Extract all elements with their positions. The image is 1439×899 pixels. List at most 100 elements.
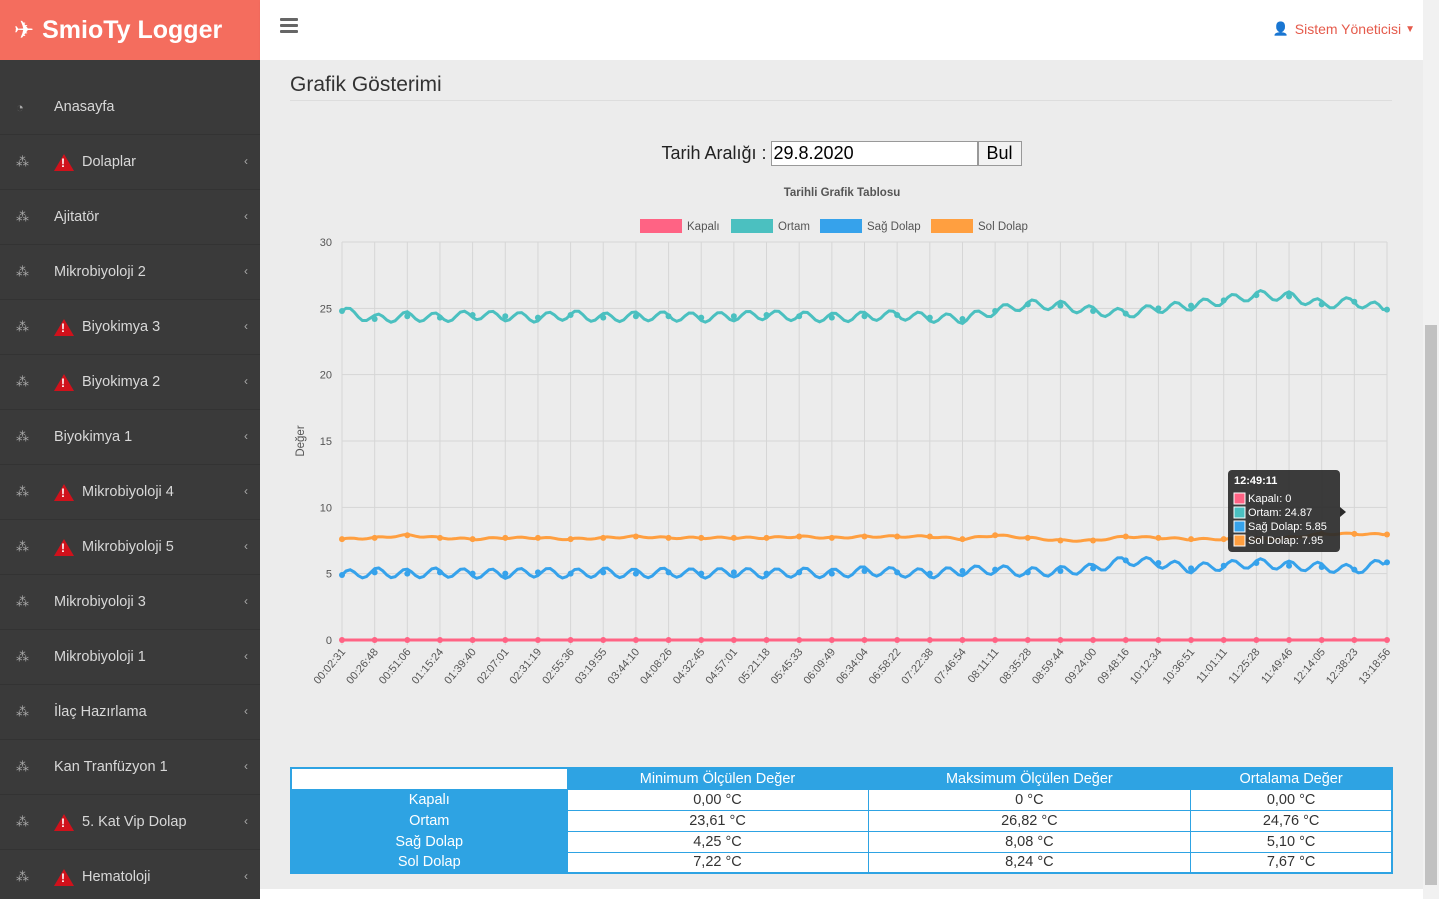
tooltip-box: [1228, 470, 1340, 552]
tooltip-arrow: [1340, 507, 1346, 517]
x-tick-label: 11:49:46: [1259, 646, 1295, 686]
search-button[interactable]: Bul: [977, 141, 1022, 166]
x-tick-label: 11:01:11: [1194, 646, 1230, 685]
table-cell-name: Sağ Dolap: [290, 830, 568, 853]
data-point: [1057, 302, 1064, 309]
sidebar-menu: ◔ Anasayfa ⁂ Dolaplar ‹ ⁂ Ajitatör ‹ ⁂ Mikrobiyol…: [0, 80, 260, 899]
data-point: [567, 570, 574, 577]
data-point: [992, 566, 999, 573]
data-point: [730, 534, 737, 541]
alert-icon: [54, 483, 74, 501]
data-point: [894, 637, 901, 643]
sitemap-icon: ⁂: [16, 759, 29, 774]
chevron-left-icon: ‹: [244, 649, 248, 663]
data-point: [600, 314, 607, 321]
user-menu[interactable]: 👤 Sistem Yöneticisi ▼: [1273, 21, 1415, 37]
x-tick-label: 05:21:18: [736, 646, 773, 687]
data-point: [959, 536, 966, 543]
sidebar-item[interactable]: ⁂ Ajitatör ‹: [0, 190, 260, 245]
sidebar-item[interactable]: ⁂ Hematoloji ‹: [0, 850, 260, 899]
data-point: [665, 637, 672, 643]
data-point: [763, 637, 770, 643]
sidebar-item[interactable]: ⁂ İlaç Hazırlama ‹: [0, 685, 260, 740]
data-point: [371, 315, 378, 322]
data-point: [1220, 297, 1227, 304]
table-cell-max: 8,24 °C: [867, 851, 1192, 874]
date-input[interactable]: [770, 141, 978, 166]
sidebar-item[interactable]: ⁂ Biyokimya 1 ‹: [0, 410, 260, 465]
menu-toggle-icon[interactable]: [280, 18, 298, 34]
data-point: [796, 569, 803, 576]
sidebar-item[interactable]: ⁂ Dolaplar ‹: [0, 135, 260, 190]
legend-label: Sol Dolap: [978, 221, 1028, 233]
data-point: [1351, 530, 1358, 537]
x-tick-label: 10:12:34: [1128, 646, 1165, 687]
data-point: [632, 637, 639, 643]
data-point: [992, 637, 999, 643]
data-point: [1122, 310, 1129, 317]
data-point: [469, 570, 476, 577]
sidebar-item-label: Anasayfa: [54, 99, 115, 115]
data-point: [1057, 537, 1064, 544]
x-tick-label: 04:57:01: [703, 646, 740, 687]
sidebar-item[interactable]: ◔ Anasayfa: [0, 80, 260, 135]
table-row: Sol Dolap 7,22 °C 8,24 °C 7,67 °C: [290, 851, 1393, 874]
table-row: Kapalı 0,00 °C 0 °C 0,00 °C: [290, 788, 1393, 811]
table-cell-max: 26,82 °C: [867, 809, 1192, 832]
data-point: [959, 637, 966, 643]
x-tick-label: 08:59:44: [1030, 646, 1067, 687]
table-cell-name: Kapalı: [290, 788, 568, 811]
data-point: [404, 532, 411, 539]
series-line: [340, 555, 1388, 580]
sidebar-item[interactable]: ⁂ Mikrobiyoloji 2 ‹: [0, 245, 260, 300]
sidebar-item[interactable]: ⁂ Kan Tranfüzyon 1 ‹: [0, 740, 260, 795]
legend-swatch: [731, 219, 773, 233]
sidebar-item[interactable]: ⁂ Biyokimya 3 ‹: [0, 300, 260, 355]
x-tick-label: 06:09:49: [801, 646, 838, 687]
date-label: Tarih Aralığı :: [661, 143, 767, 163]
chevron-left-icon: ‹: [244, 264, 248, 278]
alert-icon: [54, 318, 74, 336]
data-point: [992, 532, 999, 539]
main-content: Grafik Gösterimi Tarih Aralığı : Bul Tar…: [260, 60, 1423, 889]
data-point: [404, 570, 411, 577]
sitemap-icon: ⁂: [16, 264, 29, 279]
line-chart[interactable]: Tarihli Grafik Tablosu 0 5 10 15 20 25 30 00:02:…: [260, 170, 1423, 730]
sidebar-item[interactable]: ⁂ Biyokimya 2 ‹: [0, 355, 260, 410]
data-point: [339, 571, 345, 578]
x-tick-label: 11:25:28: [1226, 646, 1262, 686]
chart-title: Tarihli Grafik Tablosu: [784, 187, 901, 199]
chevron-left-icon: ‹: [244, 319, 248, 333]
sitemap-icon: ⁂: [16, 814, 29, 829]
sidebar-item-label: Hematoloji: [82, 869, 151, 885]
sidebar-item-label: Ajitatör: [54, 209, 100, 225]
data-point: [730, 569, 737, 576]
data-point: [1286, 293, 1293, 300]
sitemap-icon: ⁂: [16, 704, 29, 719]
data-point: [469, 637, 476, 643]
data-point: [632, 313, 639, 320]
sidebar-item[interactable]: ⁂ Mikrobiyoloji 3 ‹: [0, 575, 260, 630]
data-point: [861, 533, 868, 540]
y-tick-label: 15: [320, 436, 332, 448]
sidebar-item[interactable]: ⁂ Mikrobiyoloji 1 ‹: [0, 630, 260, 685]
x-tick-label: 03:44:10: [605, 646, 642, 687]
data-point: [1351, 298, 1358, 305]
tooltip-swatch: [1233, 492, 1246, 505]
data-point: [1351, 637, 1358, 643]
tooltip-swatch: [1233, 520, 1246, 533]
sitemap-icon: ⁂: [16, 649, 29, 664]
sidebar-item[interactable]: ⁂ Mikrobiyoloji 4 ‹: [0, 465, 260, 520]
data-point: [828, 534, 835, 541]
x-tick-label: 01:15:24: [410, 646, 447, 687]
sidebar-item[interactable]: ⁂ Mikrobiyoloji 5 ‹: [0, 520, 260, 575]
data-point: [763, 570, 770, 577]
data-point: [371, 534, 378, 541]
table-corner: [290, 767, 568, 790]
col-header-max: Maksimum Ölçülen Değer: [867, 767, 1192, 790]
table-row: Ortam 23,61 °C 26,82 °C 24,76 °C: [290, 809, 1393, 832]
scrollbar-thumb[interactable]: [1425, 325, 1437, 885]
sidebar-item[interactable]: ⁂ 5. Kat Vip Dolap ‹: [0, 795, 260, 850]
app-logo[interactable]: ✈ SmioTy Logger: [0, 0, 260, 60]
chevron-left-icon: ‹: [244, 209, 248, 223]
